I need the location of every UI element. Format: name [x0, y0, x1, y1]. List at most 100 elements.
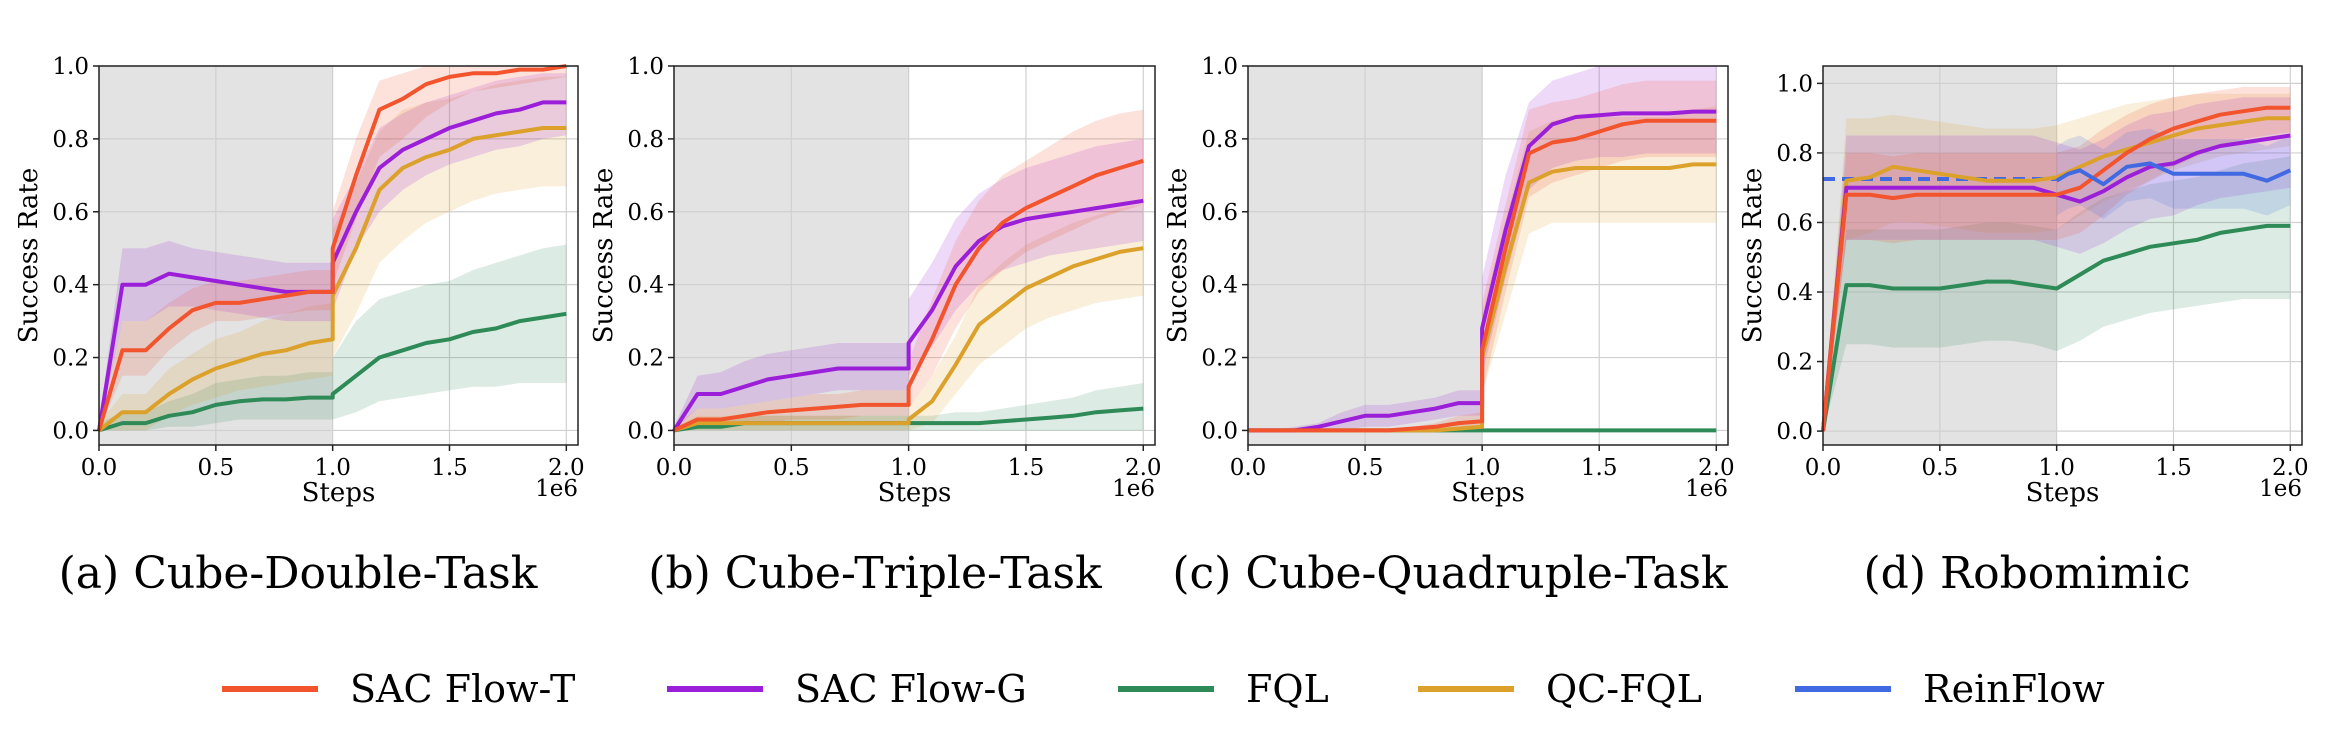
x-tick-label: 1.5	[431, 455, 468, 481]
legend: SAC Flow-T SAC Flow-G FQL QC-FQL ReinFlow	[222, 667, 2105, 711]
x-axis-label: Steps	[2026, 478, 2100, 508]
chart-panel-3: 0.0 0.5 1.0 1.5 2.00.00.20.40.60.81.0StepsSu…	[1163, 54, 1735, 599]
y-tick-label: 0.6	[1201, 200, 1238, 226]
x-tick-label: 2.0	[1698, 455, 1735, 481]
axes-frame	[1247, 65, 1729, 446]
y-tick-label: 0.4	[1201, 273, 1238, 299]
y-tick-label: 0.8	[1776, 141, 1813, 167]
chart-caption: (c) Cube-Quadruple-Task	[1172, 548, 1728, 599]
axes-frame	[1822, 65, 2303, 446]
y-tick-label: 0.6	[627, 200, 664, 226]
x-tick-label: 2.0	[1125, 455, 1162, 481]
x-tick-label: 1.5	[1008, 455, 1045, 481]
legend-label: SAC Flow-T	[350, 667, 575, 711]
y-tick-label: 0.0	[627, 418, 664, 444]
chart-panel-2: 0.0 0.5 1.0 1.5 2.00.00.20.40.60.81.0StepsSu…	[589, 54, 1162, 599]
legend-label: ReinFlow	[1923, 667, 2105, 711]
legend-item-sac_t: SAC Flow-T	[222, 667, 575, 711]
x-tick-label: 1.0	[2038, 455, 2075, 481]
series-line-sac_t	[97, 64, 567, 431]
band-qcfql	[674, 204, 1144, 431]
x-tick-label: 2.0	[2272, 455, 2309, 481]
y-axis-label: Success Rate	[14, 168, 44, 344]
series-line-qcfql	[1821, 116, 2291, 432]
chart-panel-1: 0.0 0.5 1.0 1.5 2.00.00.20.40.60.81.0StepsSu…	[14, 54, 585, 599]
x-axis-label: Steps	[1451, 478, 1525, 508]
y-tick-label: 1.0	[627, 54, 664, 80]
x-tick-label: 2.0	[548, 455, 585, 481]
y-tick-label: 0.6	[52, 200, 89, 226]
series-line-qcfql	[97, 126, 567, 432]
x-tick-label: 0.0	[656, 455, 693, 481]
x-scale-label: 1e6	[1685, 476, 1728, 502]
legend-label: QC-FQL	[1546, 667, 1702, 711]
series-line-sac_t	[673, 158, 1144, 433]
y-tick-label: 1.0	[52, 54, 89, 80]
y-tick-label: 0.4	[1776, 280, 1813, 306]
legend-item-reinflow: ReinFlow	[1795, 667, 2105, 711]
band-sac_g	[99, 73, 567, 431]
x-tick-label: 1.5	[1581, 455, 1618, 481]
y-tick-label: 0.2	[1776, 350, 1813, 376]
x-tick-label: 1.5	[2155, 455, 2192, 481]
x-tick-label: 0.5	[198, 455, 235, 481]
y-axis-label: Success Rate	[589, 168, 619, 344]
chart-panels: 0.0 0.5 1.0 1.5 2.00.00.20.40.60.81.0StepsSu…	[14, 54, 2309, 599]
band-sac_g	[1248, 66, 1717, 431]
band-qcfql	[99, 76, 567, 431]
y-tick-label: 0.2	[1201, 346, 1238, 372]
x-tick-label: 1.0	[1464, 455, 1501, 481]
series-line-sac_g	[672, 198, 1144, 432]
legend-label: FQL	[1246, 667, 1329, 711]
x-scale-label: 1e6	[2259, 476, 2302, 502]
series-line-fql	[98, 311, 567, 433]
chart-caption: (b) Cube-Triple-Task	[648, 548, 1102, 599]
y-tick-label: 0.2	[627, 346, 664, 372]
band-sac_g	[674, 138, 1144, 431]
band-fql	[1823, 156, 2291, 432]
x-axis-label: Steps	[302, 478, 376, 508]
y-tick-label: 0.8	[1201, 127, 1238, 153]
series-line-qcfql	[673, 246, 1144, 433]
x-tick-label: 0.0	[1230, 455, 1267, 481]
y-tick-label: 0.8	[627, 127, 664, 153]
y-tick-label: 1.0	[1201, 54, 1238, 80]
y-tick-label: 0.4	[627, 273, 664, 299]
y-tick-label: 0.4	[52, 273, 89, 299]
x-axis-label: Steps	[878, 478, 952, 508]
series-line-sac_t	[1248, 118, 1717, 433]
x-tick-label: 0.5	[773, 455, 810, 481]
y-tick-label: 0.0	[1201, 418, 1238, 444]
x-tick-label: 0.5	[1347, 455, 1384, 481]
x-scale-label: 1e6	[1112, 476, 1155, 502]
legend-label: SAC Flow-G	[795, 667, 1027, 711]
x-tick-label: 0.0	[1805, 455, 1842, 481]
x-scale-label: 1e6	[535, 476, 578, 502]
legend-item-fql: FQL	[1118, 667, 1329, 711]
y-tick-label: 0.0	[52, 418, 89, 444]
y-tick-label: 0.2	[52, 346, 89, 372]
y-axis-label: Success Rate	[1738, 168, 1768, 344]
legend-item-sac_g: SAC Flow-G	[667, 667, 1027, 711]
chart-panel-4: 0.0 0.5 1.0 1.5 2.00.00.20.40.60.81.0StepsSu…	[1738, 65, 2309, 599]
y-tick-label: 1.0	[1776, 71, 1813, 97]
series-line-reinflow	[2055, 161, 2292, 187]
y-tick-label: 0.6	[1776, 210, 1813, 236]
band-qcfql	[1248, 106, 1717, 431]
x-tick-label: 1.0	[890, 455, 927, 481]
y-tick-label: 0.0	[1776, 419, 1813, 445]
x-tick-label: 0.5	[1922, 455, 1959, 481]
band-fql	[99, 244, 567, 431]
band-sac_t	[674, 109, 1144, 431]
legend-item-qcfql: QC-FQL	[1418, 667, 1702, 711]
y-axis-label: Success Rate	[1163, 168, 1193, 344]
chart-caption: (a) Cube-Double-Task	[59, 548, 538, 599]
y-tick-label: 0.8	[52, 127, 89, 153]
x-tick-label: 1.0	[314, 455, 351, 481]
series-line-sac_t	[1821, 105, 2291, 432]
chart-caption: (d) Robomimic	[1864, 548, 2191, 599]
axes-frame	[673, 65, 1156, 446]
x-tick-label: 0.0	[81, 455, 118, 481]
axes-frame	[98, 65, 579, 446]
